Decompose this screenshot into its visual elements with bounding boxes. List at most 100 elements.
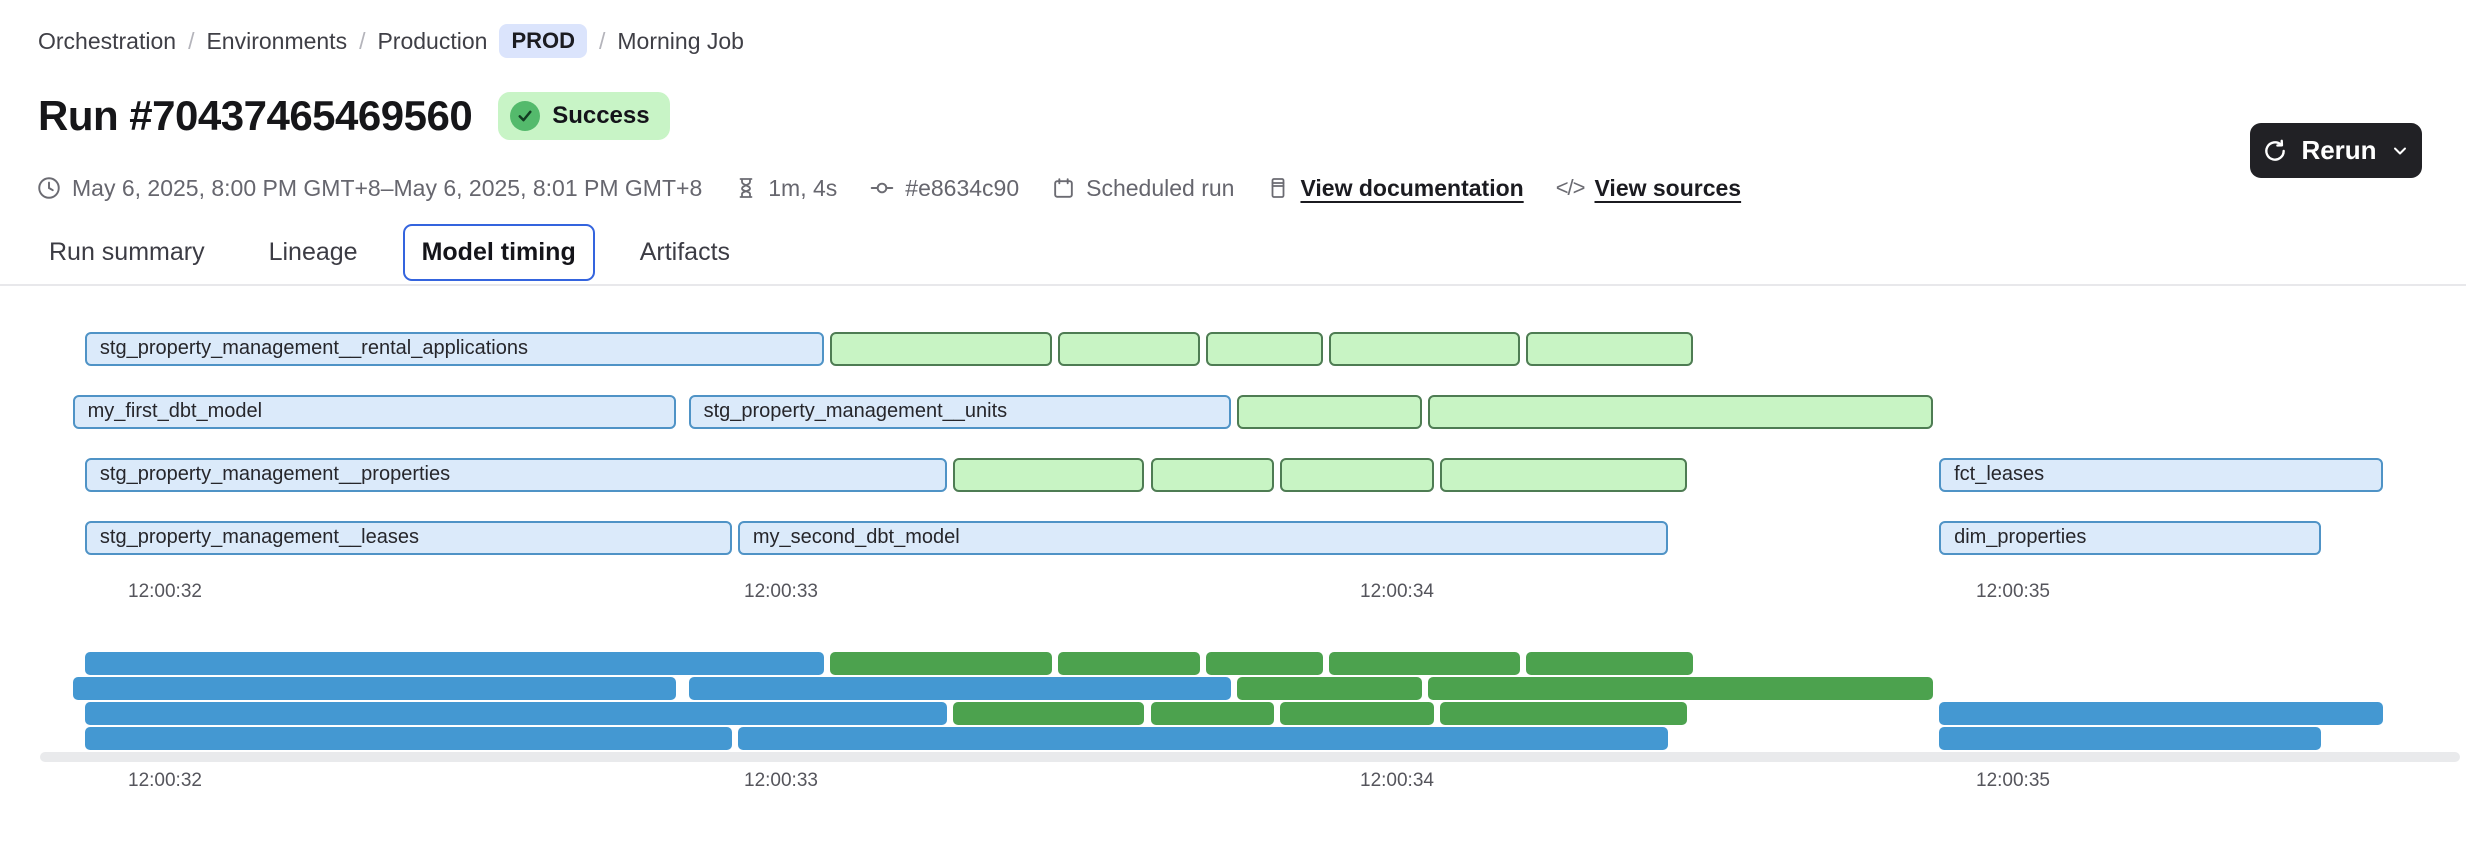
minimap-bar xyxy=(84,727,732,750)
status-badge-label: Success xyxy=(552,102,650,129)
environment-badge: PROD xyxy=(499,24,587,58)
axis-tick-label: 12:00:32 xyxy=(128,770,202,791)
minimap-bar xyxy=(1939,702,2383,725)
trigger-type-text: Scheduled run xyxy=(1086,174,1235,201)
model-timing-bar[interactable] xyxy=(830,332,1053,366)
model-bar-label: stg_property_management__rental_applicat… xyxy=(99,337,528,359)
page-title: Run #70437465469560 xyxy=(38,92,473,139)
minimap-bar xyxy=(72,677,677,700)
axis-tick-label: 12:00:34 xyxy=(1360,581,1434,602)
model-bar-label: my_first_dbt_model xyxy=(87,400,263,422)
commit-hash: #e8634c90 xyxy=(869,175,1019,202)
model-timing-bar[interactable]: stg_property_management__rental_applicat… xyxy=(84,332,825,366)
model-timing-bar[interactable] xyxy=(1526,332,1693,366)
tab-run-summary[interactable]: Run summary xyxy=(49,238,205,266)
model-timing-bar[interactable] xyxy=(1206,332,1324,366)
hourglass-icon xyxy=(734,176,758,200)
model-timing-bar[interactable]: stg_property_management__units xyxy=(688,395,1231,429)
model-timing-bar[interactable] xyxy=(1329,332,1521,366)
minimap-brush-track[interactable] xyxy=(40,752,2460,762)
rerun-button[interactable]: Rerun xyxy=(2250,123,2422,178)
tab-model-timing[interactable]: Model timing xyxy=(402,224,595,281)
breadcrumb-orchestration[interactable]: Orchestration xyxy=(38,27,177,54)
minimap-bar xyxy=(1440,702,1687,725)
minimap-bar xyxy=(1279,702,1434,725)
model-timing-bar[interactable] xyxy=(1279,458,1434,492)
breadcrumb-separator: / xyxy=(599,27,606,54)
view-sources[interactable]: </> View sources xyxy=(1556,175,1741,202)
run-time-range-text: May 6, 2025, 8:00 PM GMT+8–May 6, 2025, … xyxy=(72,174,703,201)
minimap-bar xyxy=(953,702,1145,725)
document-icon xyxy=(1266,176,1290,200)
breadcrumb-morning-job[interactable]: Morning Job xyxy=(617,27,744,54)
model-timing-bar[interactable]: dim_properties xyxy=(1939,521,2321,555)
git-commit-icon xyxy=(869,175,895,201)
run-time-range: May 6, 2025, 8:00 PM GMT+8–May 6, 2025, … xyxy=(36,175,702,202)
axis-tick-label: 12:00:33 xyxy=(744,581,818,602)
model-timing-bar[interactable]: my_second_dbt_model xyxy=(737,521,1669,555)
minimap-bar xyxy=(688,677,1231,700)
success-check-icon xyxy=(510,101,541,131)
model-timing-bar[interactable]: stg_property_management__leases xyxy=(84,521,732,555)
minimap-bar xyxy=(1329,652,1521,675)
minimap-bar xyxy=(830,652,1053,675)
run-duration-text: 1m, 4s xyxy=(768,174,838,201)
axis-tick-label: 12:00:35 xyxy=(1976,770,2050,791)
breadcrumb-production[interactable]: Production xyxy=(377,27,488,54)
minimap-bar xyxy=(84,652,825,675)
model-bar-label: stg_property_management__leases xyxy=(99,526,419,548)
minimap-bar xyxy=(737,727,1669,750)
model-bar-label: dim_properties xyxy=(1954,526,2087,548)
view-documentation-link[interactable]: View documentation xyxy=(1300,174,1524,201)
refresh-icon xyxy=(2262,138,2288,164)
tab-lineage[interactable]: Lineage xyxy=(268,238,358,266)
axis-tick-label: 12:00:35 xyxy=(1976,581,2050,602)
minimap-bar xyxy=(1058,652,1200,675)
minimap-bar xyxy=(1427,677,1933,700)
commit-hash-text: #e8634c90 xyxy=(905,174,1020,201)
minimap-bar xyxy=(1526,652,1693,675)
model-timing-bar[interactable] xyxy=(1236,395,1422,429)
model-bar-label: stg_property_management__units xyxy=(703,400,1008,422)
model-timing-bar[interactable] xyxy=(1058,332,1200,366)
breadcrumb-separator: / xyxy=(188,27,195,54)
minimap-bar xyxy=(1150,702,1274,725)
minimap-bar xyxy=(84,702,948,725)
tab-bar: Run summary Lineage Model timing Artifac… xyxy=(30,224,749,281)
view-sources-link[interactable]: View sources xyxy=(1594,174,1742,201)
minimap-bar xyxy=(1236,677,1422,700)
model-bar-label: my_second_dbt_model xyxy=(752,526,960,548)
model-timing-bar[interactable] xyxy=(1427,395,1933,429)
model-timing-bar[interactable]: fct_leases xyxy=(1939,458,2383,492)
model-timing-bar[interactable] xyxy=(953,458,1145,492)
calendar-icon xyxy=(1051,176,1076,201)
tab-artifacts[interactable]: Artifacts xyxy=(639,238,731,266)
run-duration: 1m, 4s xyxy=(734,175,837,202)
rerun-button-label: Rerun xyxy=(2301,135,2377,165)
model-bar-label: fct_leases xyxy=(1954,463,2045,485)
run-metadata-row: May 6, 2025, 8:00 PM GMT+8–May 6, 2025, … xyxy=(36,170,1741,206)
breadcrumb: Orchestration / Environments / Productio… xyxy=(38,24,744,58)
clock-icon xyxy=(36,175,62,201)
model-timing-bar[interactable]: stg_property_management__properties xyxy=(84,458,948,492)
axis-tick-label: 12:00:33 xyxy=(744,770,818,791)
trigger-type: Scheduled run xyxy=(1051,175,1234,202)
title-row: Run #70437465469560 Success xyxy=(38,92,670,140)
axis-tick-label: 12:00:32 xyxy=(128,581,202,602)
model-timing-bar[interactable] xyxy=(1440,458,1687,492)
breadcrumb-environments[interactable]: Environments xyxy=(206,27,348,54)
model-timing-bar[interactable]: my_first_dbt_model xyxy=(72,395,677,429)
status-badge: Success xyxy=(498,92,670,140)
view-documentation[interactable]: View documentation xyxy=(1266,174,1524,202)
model-bar-label: stg_property_management__properties xyxy=(99,463,451,485)
minimap-bar xyxy=(1939,727,2321,750)
tab-divider xyxy=(0,284,2466,286)
breadcrumb-separator: / xyxy=(359,27,366,54)
axis-tick-label: 12:00:34 xyxy=(1360,770,1434,791)
chevron-down-icon xyxy=(2390,141,2410,161)
model-timing-bar[interactable] xyxy=(1150,458,1274,492)
minimap-bar xyxy=(1206,652,1324,675)
code-icon: </> xyxy=(1555,175,1586,200)
